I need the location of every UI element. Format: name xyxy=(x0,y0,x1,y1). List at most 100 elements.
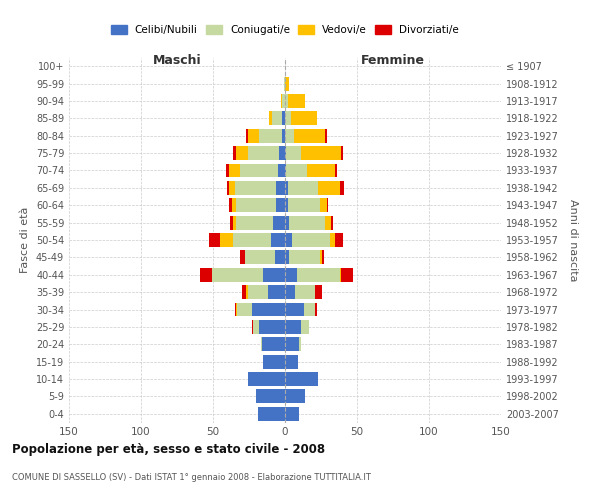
Bar xyxy=(299,338,301,351)
Bar xyxy=(325,129,327,142)
Text: Maschi: Maschi xyxy=(152,54,202,67)
Bar xyxy=(277,181,285,195)
Bar xyxy=(301,320,310,334)
Y-axis label: Anni di nascita: Anni di nascita xyxy=(568,198,578,281)
Bar xyxy=(285,302,304,316)
Bar xyxy=(274,216,285,230)
Bar xyxy=(235,181,277,195)
Bar xyxy=(322,250,324,264)
Bar xyxy=(296,268,340,281)
Bar xyxy=(278,164,285,177)
Bar xyxy=(263,354,285,368)
Bar xyxy=(340,181,344,195)
Bar xyxy=(285,216,289,230)
Bar xyxy=(288,181,318,195)
Bar xyxy=(285,390,305,404)
Bar xyxy=(285,285,295,299)
Bar xyxy=(272,112,282,126)
Bar xyxy=(241,164,278,177)
Bar xyxy=(285,94,288,108)
Bar xyxy=(238,302,252,316)
Bar xyxy=(248,372,285,386)
Bar xyxy=(285,164,286,177)
Bar xyxy=(233,233,271,247)
Bar xyxy=(233,146,236,160)
Bar xyxy=(236,302,238,316)
Bar xyxy=(284,76,285,90)
Bar xyxy=(232,198,236,212)
Bar xyxy=(259,129,282,142)
Bar xyxy=(291,112,317,126)
Bar xyxy=(236,216,274,230)
Bar xyxy=(289,216,325,230)
Bar xyxy=(229,198,232,212)
Bar xyxy=(241,250,245,264)
Bar xyxy=(253,320,259,334)
Bar xyxy=(289,250,320,264)
Bar xyxy=(329,233,335,247)
Bar xyxy=(269,112,272,126)
Bar xyxy=(341,268,353,281)
Bar xyxy=(335,233,343,247)
Bar xyxy=(340,268,341,281)
Bar xyxy=(268,285,285,299)
Bar xyxy=(318,181,340,195)
Bar xyxy=(285,320,301,334)
Bar xyxy=(246,129,248,142)
Bar xyxy=(288,94,305,108)
Bar xyxy=(252,302,285,316)
Bar xyxy=(315,302,317,316)
Bar xyxy=(282,129,285,142)
Bar xyxy=(285,268,296,281)
Bar xyxy=(229,181,235,195)
Bar xyxy=(288,198,320,212)
Bar xyxy=(327,198,328,212)
Bar xyxy=(282,112,285,126)
Bar xyxy=(262,338,285,351)
Bar xyxy=(285,250,289,264)
Bar xyxy=(227,181,229,195)
Bar xyxy=(236,146,248,160)
Bar xyxy=(260,338,262,351)
Bar xyxy=(248,146,279,160)
Bar xyxy=(285,233,292,247)
Bar xyxy=(282,94,285,108)
Text: COMUNE DI SASSELLO (SV) - Dati ISTAT 1° gennaio 2008 - Elaborazione TUTTITALIA.I: COMUNE DI SASSELLO (SV) - Dati ISTAT 1° … xyxy=(12,472,371,482)
Text: Popolazione per età, sesso e stato civile - 2008: Popolazione per età, sesso e stato civil… xyxy=(12,442,325,456)
Bar xyxy=(279,146,285,160)
Bar xyxy=(285,372,318,386)
Bar xyxy=(229,164,241,177)
Y-axis label: Fasce di età: Fasce di età xyxy=(20,207,30,273)
Bar xyxy=(248,129,259,142)
Bar xyxy=(212,268,263,281)
Bar xyxy=(286,146,301,160)
Bar xyxy=(242,285,246,299)
Bar xyxy=(320,250,322,264)
Bar xyxy=(275,250,285,264)
Bar xyxy=(246,285,248,299)
Text: Femmine: Femmine xyxy=(361,54,425,67)
Bar xyxy=(263,268,285,281)
Bar xyxy=(235,302,236,316)
Bar xyxy=(285,129,293,142)
Bar xyxy=(257,407,285,421)
Bar xyxy=(285,112,291,126)
Bar xyxy=(285,407,299,421)
Bar xyxy=(285,198,288,212)
Bar xyxy=(304,302,315,316)
Bar xyxy=(271,233,285,247)
Bar xyxy=(285,181,288,195)
Bar xyxy=(230,216,233,230)
Bar xyxy=(277,198,285,212)
Bar xyxy=(335,164,337,177)
Bar xyxy=(200,268,212,281)
Bar xyxy=(295,285,315,299)
Bar xyxy=(320,198,327,212)
Bar xyxy=(248,285,268,299)
Bar xyxy=(307,164,335,177)
Bar xyxy=(293,129,325,142)
Bar xyxy=(252,320,253,334)
Bar xyxy=(301,146,341,160)
Bar xyxy=(286,164,307,177)
Bar xyxy=(256,390,285,404)
